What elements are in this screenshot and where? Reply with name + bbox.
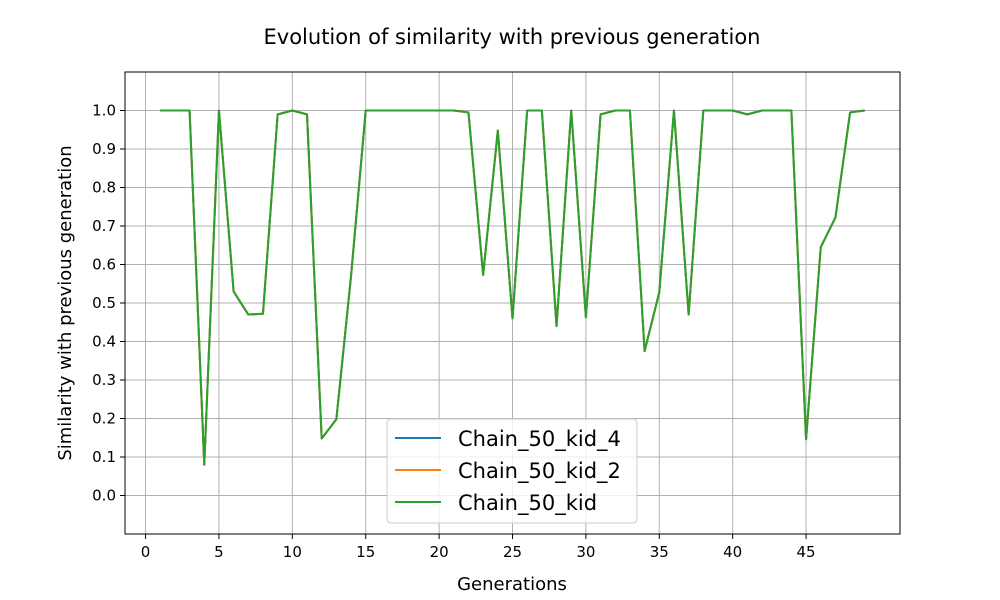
x-tick-label: 0 <box>141 543 151 561</box>
x-tick-label: 10 <box>283 543 302 561</box>
x-axis-title: Generations <box>457 574 567 595</box>
series-line-chain-50-kid <box>160 109 865 466</box>
y-tick-label: 0.8 <box>92 179 116 197</box>
series-lines <box>160 109 865 466</box>
x-tick-label: 45 <box>797 543 816 561</box>
x-tick-label: 5 <box>214 543 224 561</box>
x-tick-label: 15 <box>356 543 375 561</box>
x-tick-label: 25 <box>503 543 522 561</box>
y-tick-label: 0.9 <box>92 140 116 158</box>
axis-ticks: 0 5 10 15 20 25 30 35 40 45 0.0 0.1 0.2 0.3 0.4 0.5 0.6 0… <box>92 102 815 562</box>
chart-title: Evolution of similarity with previous ge… <box>264 25 761 49</box>
legend-box <box>386 418 638 524</box>
legend-label: Chain_50_kid_4 <box>458 427 621 452</box>
y-tick-label: 0.5 <box>92 294 116 312</box>
y-tick-label: 0.4 <box>92 333 116 351</box>
y-tick-label: 1.0 <box>92 102 116 120</box>
legend-label: Chain_50_kid <box>458 491 597 516</box>
y-tick-label: 0.6 <box>92 256 116 274</box>
legend-label: Chain_50_kid_2 <box>458 459 621 484</box>
legend: Chain_50_kid_4 Chain_50_kid_2 Chain_50_kid <box>386 418 638 524</box>
x-tick-label: 30 <box>576 543 595 561</box>
y-tick-label: 0.3 <box>92 371 116 389</box>
x-tick-label: 35 <box>650 543 669 561</box>
y-tick-label: 0.0 <box>92 487 116 505</box>
y-tick-label: 0.7 <box>92 217 116 235</box>
y-tick-label: 0.1 <box>92 448 116 466</box>
x-tick-label: 40 <box>723 543 742 561</box>
x-tick-label: 20 <box>430 543 449 561</box>
y-axis-title: Similarity with previous generation <box>55 145 76 460</box>
y-tick-label: 0.2 <box>92 410 116 428</box>
